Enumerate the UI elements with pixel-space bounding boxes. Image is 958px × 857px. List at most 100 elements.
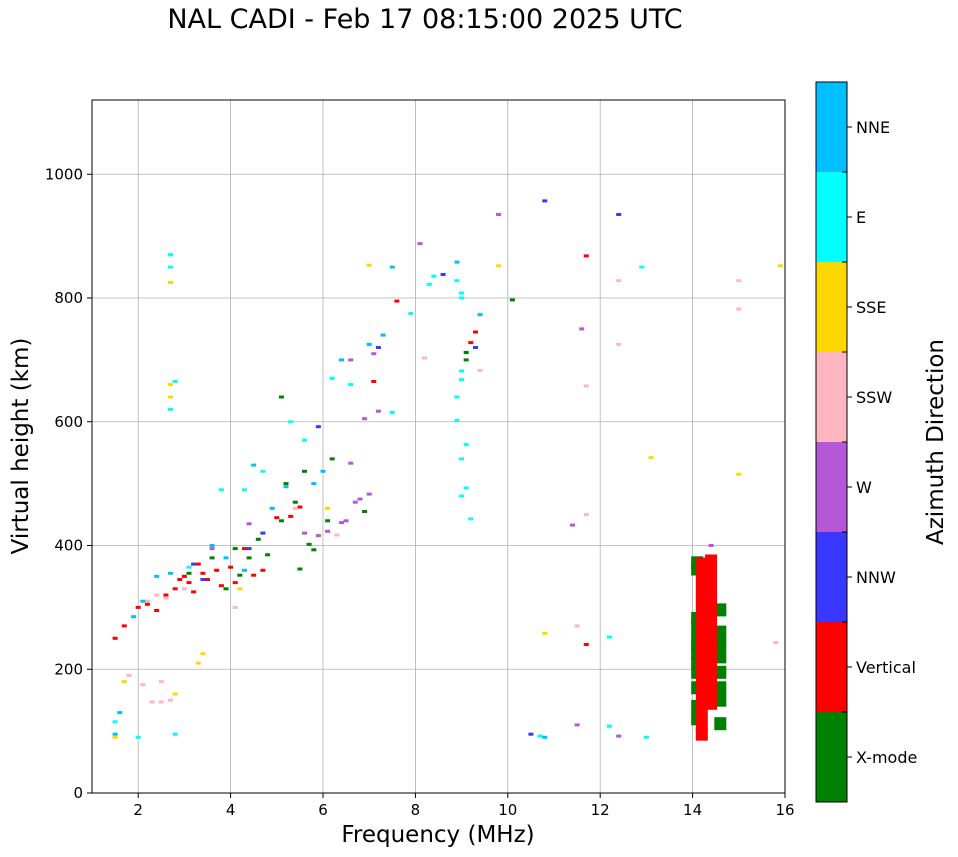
data-point	[228, 565, 234, 569]
data-point	[334, 533, 340, 537]
data-point	[389, 411, 395, 414]
data-point	[339, 521, 344, 525]
data-point	[242, 547, 247, 551]
data-point	[459, 369, 465, 373]
data-point	[705, 696, 718, 710]
data-point	[695, 681, 708, 695]
data-point	[583, 254, 589, 258]
data-point	[269, 506, 275, 510]
data-point	[695, 727, 708, 741]
axis-ticks: 2 4 6 8 10 12 14 16 0 200 400 600 800 1000	[45, 165, 795, 819]
data-point	[112, 636, 118, 640]
data-point	[237, 573, 243, 577]
data-point	[714, 717, 727, 731]
data-point	[278, 395, 284, 399]
plot-frame	[91, 99, 786, 794]
data-point	[149, 700, 155, 704]
data-point	[329, 376, 335, 380]
data-point	[135, 735, 141, 739]
colorbar-tick-label: NNW	[856, 568, 896, 587]
colorbar-segment	[816, 442, 847, 532]
colorbar: X-mode Vertical NNW W SSW SSE E NNE	[815, 81, 917, 803]
data-point	[168, 395, 173, 399]
x-tick-label: 12	[591, 801, 610, 819]
x-axis-label: Frequency (MHz)	[341, 822, 534, 848]
data-point	[616, 213, 622, 216]
data-point	[454, 419, 460, 422]
data-point	[135, 605, 141, 609]
data-point	[191, 562, 197, 566]
data-point	[172, 587, 178, 591]
data-point	[325, 529, 331, 533]
data-point	[246, 522, 252, 526]
data-point	[695, 607, 708, 621]
series-e	[112, 253, 649, 739]
data-point	[302, 531, 307, 535]
data-point	[468, 341, 474, 345]
data-point	[695, 656, 708, 670]
colorbar-segment	[816, 352, 847, 442]
data-point	[177, 578, 183, 581]
data-point	[574, 723, 580, 727]
data-point	[579, 327, 585, 331]
data-point	[463, 486, 469, 490]
data-point	[237, 587, 243, 591]
series-nnw	[191, 199, 622, 736]
data-point	[191, 590, 197, 594]
colorbar-tick-label: W	[856, 478, 872, 497]
data-point	[292, 500, 298, 504]
colorbar-tick-label: NNE	[856, 118, 890, 137]
data-point	[223, 556, 229, 560]
data-point	[348, 461, 354, 465]
x-tick-label: 6	[318, 801, 328, 819]
data-point	[306, 542, 312, 546]
data-point	[417, 242, 423, 246]
colorbar-tick-label: E	[856, 208, 866, 227]
x-tick-label: 10	[498, 801, 517, 819]
colorbar-segment	[816, 712, 847, 802]
data-point	[371, 352, 377, 356]
data-point	[463, 351, 469, 354]
data-point	[186, 565, 192, 569]
data-point	[375, 409, 381, 413]
y-tick-label: 200	[54, 660, 83, 678]
data-point	[209, 544, 215, 547]
data-point	[260, 568, 266, 572]
data-point	[242, 488, 247, 492]
data-point	[246, 547, 252, 551]
data-point	[172, 380, 178, 383]
data-point	[777, 264, 783, 268]
data-point	[232, 605, 238, 609]
colorbar-tick-label: X-mode	[856, 748, 917, 767]
data-point	[302, 438, 307, 442]
data-point	[325, 506, 331, 510]
data-point	[537, 734, 543, 738]
data-point	[168, 698, 173, 702]
data-point	[477, 313, 483, 317]
data-point	[459, 457, 465, 461]
data-point	[714, 693, 727, 707]
data-point	[705, 672, 718, 685]
data-point	[705, 579, 718, 593]
data-point	[121, 680, 127, 684]
data-point	[542, 199, 548, 203]
grid	[92, 100, 785, 793]
data-point	[705, 566, 718, 580]
y-tick-label: 1000	[45, 165, 83, 183]
data-point	[200, 571, 206, 575]
data-point	[140, 683, 146, 687]
data-point	[325, 519, 331, 523]
chart-title: NAL CADI - Feb 17 08:15:00 2025 UTC	[167, 4, 683, 35]
data-point	[195, 661, 201, 665]
data-point	[186, 581, 192, 585]
data-point	[352, 500, 358, 504]
data-point	[496, 264, 502, 268]
data-point	[528, 732, 534, 736]
data-point	[542, 735, 548, 739]
data-point	[695, 594, 708, 608]
data-point	[389, 265, 395, 269]
data-point	[714, 638, 727, 651]
data-point	[705, 650, 718, 664]
data-point	[394, 299, 400, 303]
